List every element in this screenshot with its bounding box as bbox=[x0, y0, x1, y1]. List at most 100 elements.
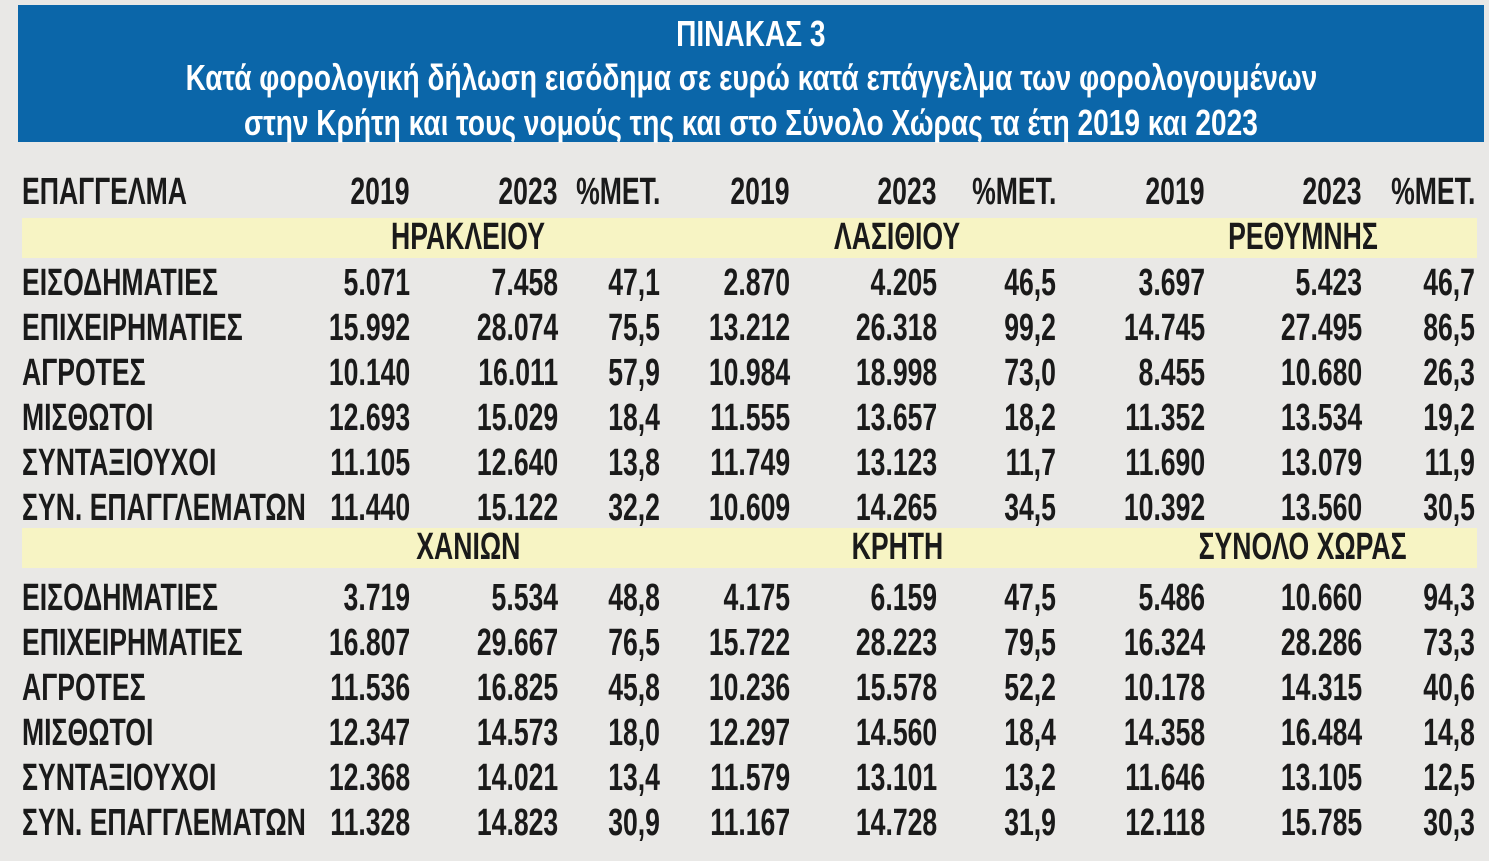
row-label-occupation: ΕΠΙΧΕΙΡΗΜΑΤΙΕΣ bbox=[22, 308, 337, 348]
table-cell-text: 57,9 bbox=[608, 352, 660, 394]
column-header: 2019 bbox=[325, 172, 410, 212]
table-cell: 13,8 bbox=[586, 443, 660, 483]
table-cell: 2.870 bbox=[695, 263, 790, 303]
region-header-band bbox=[22, 218, 1477, 258]
table-cell-text: 14.560 bbox=[855, 712, 937, 754]
column-header: %ΜΕΤ. bbox=[540, 172, 660, 212]
table-cell-text: 13.123 bbox=[855, 442, 937, 484]
region-label-text: ΗΡΑΚΛΕΙΟΥ bbox=[391, 216, 545, 258]
table-cell: 10.984 bbox=[674, 353, 790, 393]
table-cell: 13.105 bbox=[1246, 758, 1362, 798]
table-cell: 13.657 bbox=[821, 398, 937, 438]
table-cell: 16.807 bbox=[294, 623, 410, 663]
table-cell-text: 31,9 bbox=[1004, 802, 1056, 844]
table-cell: 13.101 bbox=[821, 758, 937, 798]
row-label-occupation-text: ΕΙΣΟΔΗΜΑΤΙΕΣ bbox=[22, 577, 218, 619]
column-header-text: %ΜΕΤ. bbox=[575, 171, 660, 213]
table-cell-text: 13.534 bbox=[1280, 397, 1362, 439]
table-cell: 10.392 bbox=[1089, 488, 1205, 528]
region-label: ΡΕΘΥΜΝΗΣ bbox=[1103, 217, 1489, 257]
table-cell-text: 14.728 bbox=[855, 802, 937, 844]
table-cell-text: 14.573 bbox=[476, 712, 558, 754]
table-cell-text: 48,8 bbox=[608, 577, 660, 619]
table-cell-text: 16.484 bbox=[1280, 712, 1362, 754]
table-cell: 18.998 bbox=[821, 353, 937, 393]
table-cell-text: 18,4 bbox=[608, 397, 660, 439]
table-cell-text: 46,7 bbox=[1423, 262, 1475, 304]
table-cell-text: 16.825 bbox=[476, 667, 558, 709]
table-cell: 5.486 bbox=[1110, 578, 1205, 618]
row-label-occupation-text: ΑΓΡΟΤΕΣ bbox=[22, 352, 146, 394]
row-label-occupation: ΕΠΙΧΕΙΡΗΜΑΤΙΕΣ bbox=[22, 623, 337, 663]
table-cell-text: 10.178 bbox=[1123, 667, 1205, 709]
region-label: ΣΥΝΟΛΟ ΧΩΡΑΣ bbox=[1103, 527, 1489, 567]
table-cell-text: 10.392 bbox=[1123, 487, 1205, 529]
column-header-occupation-text: ΕΠΑΓΓΕΛΜΑ bbox=[22, 171, 187, 213]
table-cell: 19,2 bbox=[1401, 398, 1475, 438]
table-cell-text: 14.021 bbox=[476, 757, 558, 799]
table-cell-text: 34,5 bbox=[1004, 487, 1056, 529]
table-cell-text: 11.167 bbox=[710, 802, 790, 844]
region-label-text: ΣΥΝΟΛΟ ΧΩΡΑΣ bbox=[1198, 526, 1408, 568]
table-cell-text: 3.697 bbox=[1138, 262, 1205, 304]
table-cell-text: 11.105 bbox=[330, 442, 410, 484]
column-header: 2019 bbox=[705, 172, 790, 212]
column-header-text: %ΜΕΤ. bbox=[971, 171, 1056, 213]
region-label-text: ΛΑΣΙΘΙΟΥ bbox=[833, 216, 961, 258]
table-cell: 15.029 bbox=[442, 398, 558, 438]
table-cell-text: 12.118 bbox=[1125, 802, 1205, 844]
table-cell: 11.579 bbox=[676, 758, 790, 798]
table-cell: 32,2 bbox=[586, 488, 660, 528]
table-cell: 11.749 bbox=[676, 443, 790, 483]
row-label-occupation: ΑΓΡΟΤΕΣ bbox=[22, 668, 199, 708]
row-label-occupation: ΕΙΣΟΔΗΜΑΤΙΕΣ bbox=[22, 578, 302, 618]
table-cell: 11.536 bbox=[296, 668, 410, 708]
table-cell: 75,5 bbox=[586, 308, 660, 348]
table-cell: 4.205 bbox=[842, 263, 937, 303]
table-cell-text: 28.223 bbox=[855, 622, 937, 664]
row-label-occupation: ΣΥΝ. ΕΠΑΓΓΛΕΜΑΤΩΝ bbox=[22, 803, 428, 843]
table-cell-text: 30,3 bbox=[1423, 802, 1475, 844]
table-cell-text: 14.315 bbox=[1280, 667, 1362, 709]
table-cell-text: 11.579 bbox=[710, 757, 790, 799]
table-cell-text: 19,2 bbox=[1423, 397, 1475, 439]
table-cell-text: 32,2 bbox=[608, 487, 660, 529]
table-cell: 40,6 bbox=[1401, 668, 1475, 708]
table-cell: 4.175 bbox=[695, 578, 790, 618]
table-cell-text: 11,7 bbox=[1005, 442, 1056, 484]
table-cell-text: 75,5 bbox=[608, 307, 660, 349]
table-cell-text: 13,8 bbox=[608, 442, 660, 484]
table-cell-text: 16.324 bbox=[1123, 622, 1205, 664]
table-cell-text: 10.236 bbox=[708, 667, 790, 709]
table-cell: 79,5 bbox=[982, 623, 1056, 663]
table-cell: 14.745 bbox=[1089, 308, 1205, 348]
table-cell: 3.697 bbox=[1110, 263, 1205, 303]
table-cell: 14.265 bbox=[821, 488, 937, 528]
table-cell-text: 13,2 bbox=[1004, 757, 1056, 799]
table-cell-text: 5.534 bbox=[491, 577, 558, 619]
table-cell-text: 14,8 bbox=[1423, 712, 1475, 754]
table-cell: 30,5 bbox=[1401, 488, 1475, 528]
table-cell-text: 11.328 bbox=[330, 802, 410, 844]
table-cell-text: 30,5 bbox=[1423, 487, 1475, 529]
row-label-occupation: ΣΥΝΤΑΞΙΟΥΧΟΙ bbox=[22, 758, 300, 798]
table-cell: 12.347 bbox=[294, 713, 410, 753]
table-cell: 10.178 bbox=[1089, 668, 1205, 708]
table-cell: 52,2 bbox=[982, 668, 1056, 708]
table-cell: 15.785 bbox=[1246, 803, 1362, 843]
table-cell: 26,3 bbox=[1401, 353, 1475, 393]
table-cell: 16.484 bbox=[1246, 713, 1362, 753]
table-cell-text: 11.646 bbox=[1125, 757, 1205, 799]
table-cell-text: 12,5 bbox=[1423, 757, 1475, 799]
table-cell-text: 18,4 bbox=[1004, 712, 1056, 754]
table-cell: 11,7 bbox=[984, 443, 1056, 483]
table-cell: 15.122 bbox=[442, 488, 558, 528]
table-cell-text: 11.555 bbox=[710, 397, 790, 439]
table-cell-text: 13.105 bbox=[1280, 757, 1362, 799]
table-cell-text: 15.029 bbox=[476, 397, 558, 439]
table-cell: 94,3 bbox=[1401, 578, 1475, 618]
table-cell-text: 2.870 bbox=[723, 262, 790, 304]
table-cell-text: 15.992 bbox=[328, 307, 410, 349]
table-cell-text: 14.265 bbox=[855, 487, 937, 529]
table-cell: 13.079 bbox=[1246, 443, 1362, 483]
